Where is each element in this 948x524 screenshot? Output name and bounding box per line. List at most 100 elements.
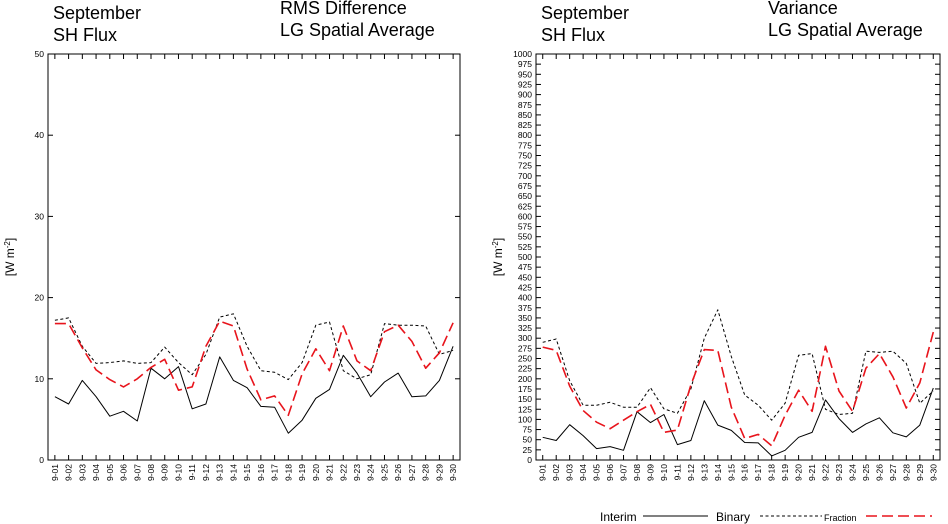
y-axis-label: [W m-2] [491,238,506,276]
y-tick-label: 250 [518,354,532,364]
x-tick-label: 9-05 [592,464,602,481]
y-tick-label: 775 [518,140,532,150]
x-tick-label: 9-29 [915,464,925,481]
series-line-binary [54,313,454,381]
y-tick-label: 750 [518,151,532,161]
y-tick-label: 175 [518,384,532,394]
x-tick-label: 9-13 [699,464,709,481]
y-tick-label: 275 [518,343,532,353]
x-tick-label: 9-24 [847,464,857,481]
x-tick-label: 9-30 [928,464,938,481]
x-tick-label: 9-13 [215,464,225,481]
x-tick-label: 9-26 [874,464,884,481]
y-tick-label: 50 [35,49,45,59]
y-tick-label: 575 [518,222,532,232]
x-tick-label: 9-17 [753,464,763,481]
y-axis-label: [W m-2] [3,238,18,276]
y-tick-label: 525 [518,242,532,252]
y-tick-label: 350 [518,313,532,323]
y-tick-label: 450 [518,272,532,282]
y-tick-label: 700 [518,171,532,181]
legend-label-binary: Binary [716,510,750,524]
y-tick-label: 875 [518,100,532,110]
x-tick-label: 9-10 [659,464,669,481]
y-tick-label: 25 [523,445,533,455]
y-tick-label: 0 [39,455,44,465]
y-tick-label: 300 [518,333,532,343]
y-tick-label: 550 [518,232,532,242]
x-tick-label: 9-28 [901,464,911,481]
y-tick-label: 1000 [513,49,532,59]
x-tick-label: 9-19 [297,464,307,481]
x-tick-label: 9-20 [794,464,804,481]
y-tick-label: 40 [35,130,45,140]
y-tick-label: 75 [523,425,533,435]
x-tick-label: 9-01 [50,464,60,481]
y-tick-label: 675 [518,181,532,191]
series-line-interim [542,387,934,457]
x-tick-label: 9-03 [565,464,575,481]
x-tick-label: 9-10 [173,464,183,481]
x-tick-label: 9-07 [619,464,629,481]
x-tick-label: 9-23 [834,464,844,481]
y-tick-label: 725 [518,161,532,171]
y-tick-label: 150 [518,394,532,404]
chart-title-right-line-2: LG Spatial Average [280,20,435,40]
legend: Interim Binary Fraction [600,510,932,524]
chart-title-left-line-2: SH Flux [541,25,605,45]
series-line-binary [542,309,934,421]
x-tick-label: 9-25 [379,464,389,481]
y-axis-label-unit: [W m [3,248,17,276]
x-tick-label: 9-21 [325,464,335,481]
y-tick-label: 425 [518,282,532,292]
y-tick-label: 375 [518,303,532,313]
y-tick-label: 650 [518,191,532,201]
x-tick-label: 9-06 [605,464,615,481]
x-tick-label: 9-11 [672,464,682,481]
x-tick-label: 9-24 [366,464,376,481]
y-tick-label: 800 [518,130,532,140]
x-tick-label: 9-02 [551,464,561,481]
series-line-fraction [542,331,935,447]
chart-title-left-line-1: September [53,3,141,23]
x-tick-label: 9-27 [407,464,417,481]
legend-label-interim: Interim [600,510,637,524]
y-tick-label: 10 [35,374,45,384]
x-tick-label: 9-09 [645,464,655,481]
x-tick-label: 9-25 [861,464,871,481]
y-tick-label: 325 [518,323,532,333]
y-tick-label: 225 [518,364,532,374]
x-tick-label: 9-30 [448,464,458,481]
x-tick-label: 9-21 [807,464,817,481]
y-axis-label-unit: [W m [491,248,505,276]
x-tick-label: 9-26 [393,464,403,481]
y-tick-label: 0 [527,455,532,465]
y-tick-label: 100 [518,414,532,424]
x-tick-label: 9-08 [632,464,642,481]
y-tick-label: 975 [518,59,532,69]
x-tick-label: 9-27 [888,464,898,481]
x-tick-label: 9-05 [105,464,115,481]
x-tick-label: 9-15 [242,464,252,481]
chart-title-right-line-1: Variance [768,0,838,18]
y-tick-label: 600 [518,211,532,221]
y-tick-label: 950 [518,69,532,79]
x-tick-label: 9-28 [421,464,431,481]
y-tick-label: 850 [518,110,532,120]
series-line-fraction [54,320,454,417]
x-tick-label: 9-06 [119,464,129,481]
x-tick-label: 9-23 [352,464,362,481]
x-tick-label: 9-04 [578,464,588,481]
x-tick-label: 9-11 [187,464,197,481]
x-tick-label: 9-14 [713,464,723,481]
x-tick-label: 9-22 [338,464,348,481]
y-axis-label-exponent: -2 [3,241,12,249]
x-tick-label: 9-08 [146,464,156,481]
x-tick-label: 9-16 [256,464,266,481]
y-axis-label-exponent: -2 [491,241,500,249]
chart-title-left-line-2: SH Flux [53,25,117,45]
y-tick-label: 400 [518,293,532,303]
plot-frame [47,53,461,461]
y-tick-label: 625 [518,201,532,211]
